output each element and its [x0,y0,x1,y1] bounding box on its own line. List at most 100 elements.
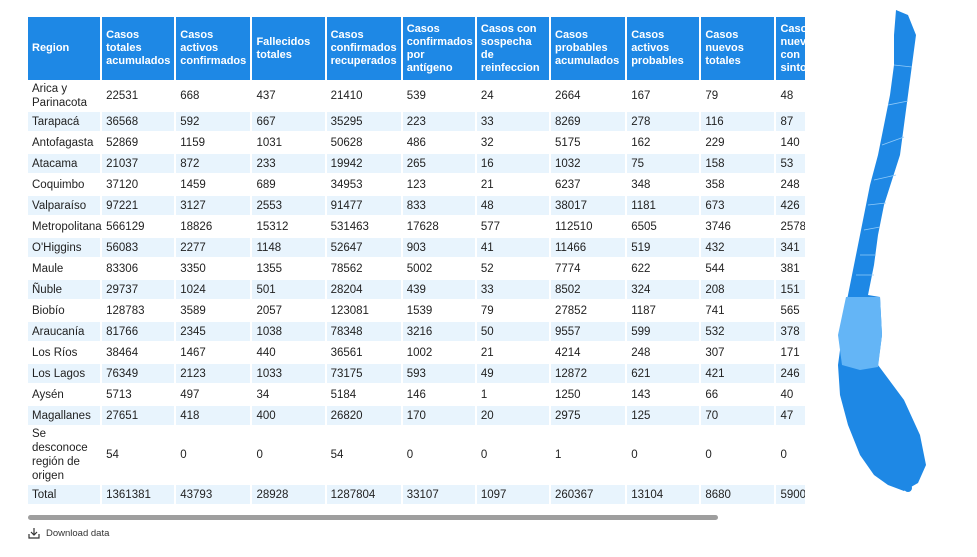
value-cell: 22531 [102,82,177,110]
column-header[interactable]: Casos confirmados recuperados [326,17,403,80]
value-cell: 1467 [176,343,253,362]
value-cell: 70 [701,406,777,425]
value-cell: 689 [252,175,327,194]
value-cell: 83306 [102,259,177,278]
value-cell: 3216 [402,322,477,341]
value-cell: 91477 [326,196,403,215]
column-header[interactable]: Casos activos confirmados [176,17,253,80]
value-cell: 1187 [627,301,702,320]
value-cell: 78562 [327,259,403,278]
value-cell: 439 [402,280,477,299]
value-cell: 52647 [326,238,403,257]
download-icon [28,528,40,539]
value-cell: 378 [776,322,805,341]
value-cell: 87 [776,112,805,131]
value-cell: 143 [627,385,702,404]
value-cell: 1031 [252,133,327,152]
column-header[interactable]: Casos con sospecha de reinfeccion [476,17,551,80]
download-label[interactable]: Download data [46,527,110,539]
value-cell: 223 [402,112,477,131]
column-header[interactable]: Casos nuevos totales [701,17,777,80]
value-cell: 11466 [551,238,628,257]
value-cell: 1459 [176,175,253,194]
value-cell: 20 [476,406,551,425]
table-row: O'Higgins 56083 2277 1148 52647 903 41 11466 519… [28,238,805,257]
value-cell: 41 [476,238,551,257]
download-link[interactable]: Download data [28,527,109,539]
region-cell: Araucanía [28,322,103,341]
region-cell: Ñuble [28,280,103,299]
value-cell: 501 [252,280,327,299]
region-cell: O'Higgins [28,238,103,257]
value-cell: 872 [176,154,253,173]
value-cell: 3127 [176,196,253,215]
value-cell: 66 [701,385,777,404]
value-cell: 43793 [176,485,253,504]
column-header[interactable]: Casos confirmados por antígeno [402,17,477,80]
value-cell: 1181 [627,196,702,215]
region-cell: Coquimbo [28,175,103,194]
value-cell: 565 [776,301,805,320]
value-cell: 673 [701,196,777,215]
value-cell: 4214 [551,343,628,362]
value-cell: 48 [776,82,805,110]
value-cell: 667 [252,112,327,131]
value-cell: 260367 [551,485,628,504]
value-cell: 29737 [102,280,177,299]
value-cell: 7774 [551,259,628,278]
value-cell: 5002 [403,259,477,278]
column-header[interactable]: Fallecidos totales [252,17,327,80]
value-cell: 33 [476,112,551,131]
value-cell: 81766 [102,322,177,341]
column-header[interactable]: Casos activos probables [627,17,702,80]
value-cell: 5713 [102,385,177,404]
value-cell: 1038 [252,322,327,341]
value-cell: 0 [477,427,551,483]
table-row: Antofagasta 52869 1159 1031 50628 486 32 5175 16… [28,133,805,152]
aysen-region [838,297,882,370]
value-cell: 116 [701,112,777,131]
value-cell: 903 [402,238,477,257]
value-cell: 34 [252,385,327,404]
value-cell: 2975 [551,406,628,425]
value-cell: 622 [627,259,702,278]
value-cell: 38017 [551,196,628,215]
table-row: Total 1361381 43793 28928 1287804 33107 1097 26… [28,485,805,504]
value-cell: 167 [627,82,702,110]
value-cell: 17628 [403,217,477,236]
value-cell: 432 [701,238,777,257]
column-header[interactable]: Region [28,17,103,80]
region-cell: Los Ríos [28,343,103,362]
value-cell: 21 [477,343,551,362]
value-cell: 13104 [627,485,702,504]
value-cell: 2345 [176,322,253,341]
value-cell: 2664 [551,82,628,110]
value-cell: 28928 [252,485,327,504]
value-cell: 307 [701,343,777,362]
value-cell: 15312 [252,217,327,236]
value-cell: 0 [776,427,805,483]
value-cell: 1159 [176,133,253,152]
value-cell: 592 [176,112,253,131]
value-cell: 440 [252,343,327,362]
value-cell: 358 [701,175,777,194]
column-header[interactable]: Casos nuevos con sintomas [776,17,805,80]
value-cell: 19942 [326,154,403,173]
value-cell: 48 [476,196,551,215]
value-cell: 381 [776,259,805,278]
column-header[interactable]: Casos totales acumulados [102,17,177,80]
value-cell: 2057 [252,301,327,320]
value-cell: 140 [776,133,805,152]
value-cell: 1097 [476,485,551,504]
scrollbar[interactable] [28,515,718,520]
value-cell: 151 [776,280,805,299]
value-cell: 49 [476,364,551,383]
data-table: Region Casos totales acumulados Casos acti… [28,17,805,506]
chile-map [838,10,926,491]
column-header[interactable]: Casos probables acumulados [551,17,628,80]
table-row: Arica y Parinacota 22531 668 437 21410 539 24 2… [28,82,805,110]
region-cell: Total [28,485,103,504]
map [838,10,926,492]
value-cell: 123 [403,175,477,194]
region-cell: Maule [28,259,103,278]
